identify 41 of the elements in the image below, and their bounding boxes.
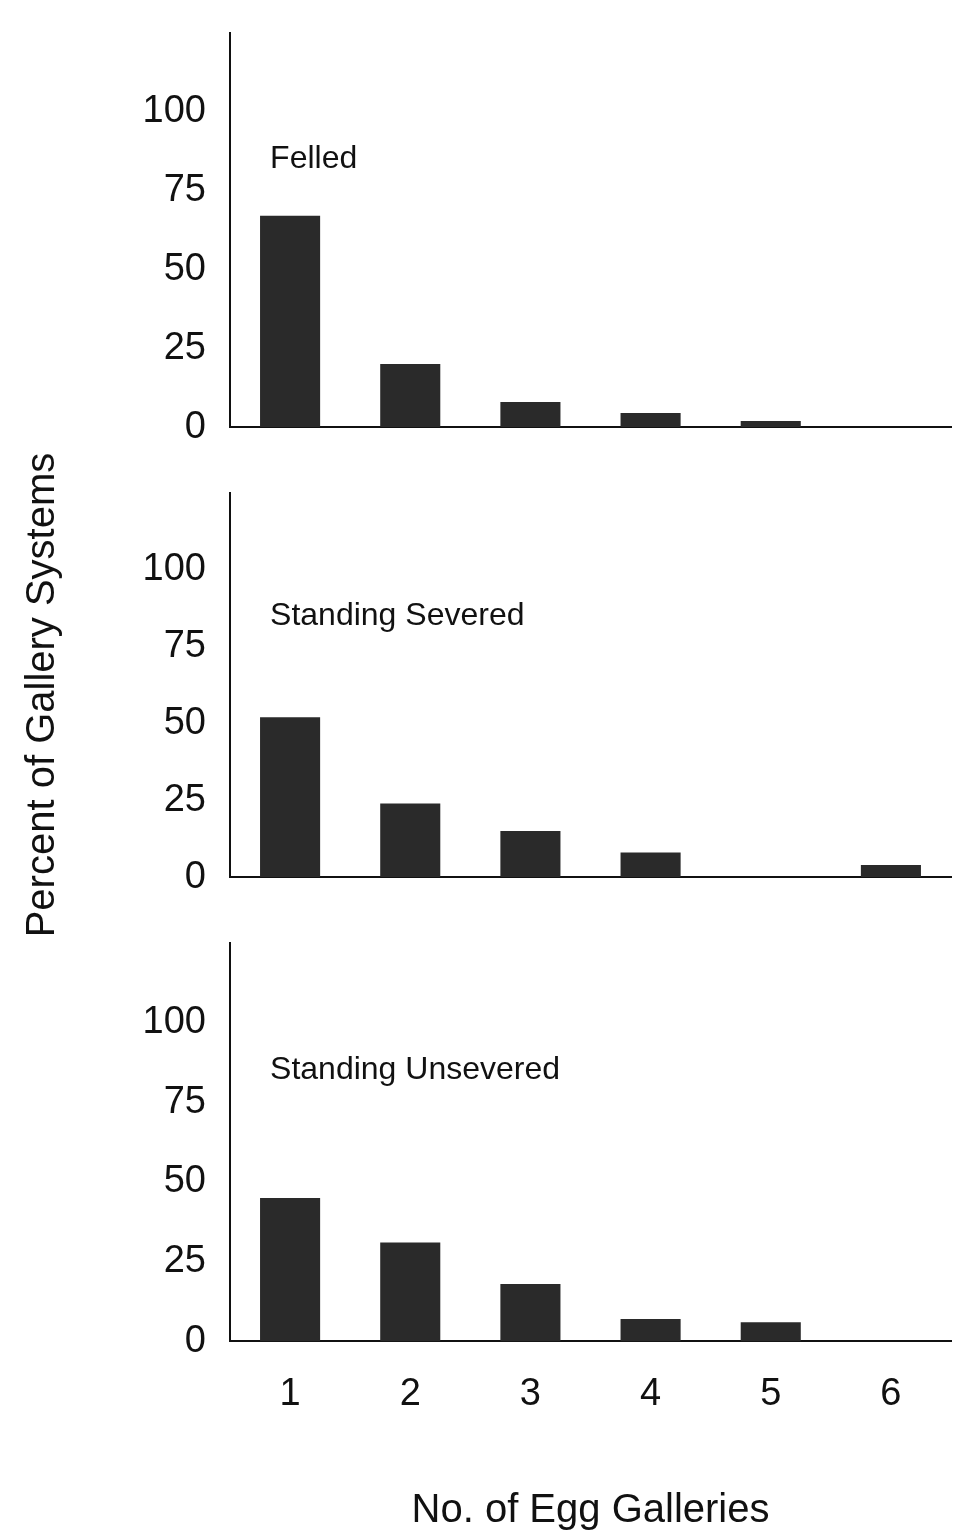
bar [620, 852, 681, 878]
x-tick-label: 1 [279, 1370, 301, 1413]
x-tick-label: 6 [880, 1370, 902, 1413]
bar [500, 401, 561, 428]
y-tick-label: 50 [163, 1158, 206, 1201]
text: Standing Unsevered [270, 1050, 561, 1087]
y-tick-label: 0 [184, 403, 206, 446]
bar [260, 1197, 321, 1342]
bar [740, 1322, 801, 1342]
y-tick-label: 25 [163, 776, 206, 819]
bar [500, 831, 561, 878]
x-tick-label: 3 [519, 1370, 541, 1413]
bar [380, 1242, 441, 1342]
text: Standing Severed [270, 595, 525, 632]
y-tick-label: 75 [163, 167, 206, 210]
y-tick-label: 100 [142, 88, 206, 131]
y-tick-label: 100 [142, 546, 206, 589]
x-tick-label: 5 [760, 1370, 782, 1413]
y-tick-label: 75 [163, 623, 206, 666]
y-tick-label: 25 [163, 1238, 206, 1281]
x-tick-label: 4 [640, 1370, 662, 1413]
bar [620, 1319, 681, 1342]
bar [500, 1284, 561, 1342]
bar [860, 864, 921, 878]
bar [620, 413, 681, 428]
x-tick-label: 2 [399, 1370, 421, 1413]
bar [740, 420, 801, 428]
y-tick-label: 0 [184, 1317, 206, 1360]
bar [380, 803, 441, 878]
y-tick-label: 50 [163, 699, 206, 742]
y-tick-label: 50 [163, 245, 206, 288]
y-axis-title: Percent of Gallery Systems [17, 452, 63, 938]
x-axis-title: No. of Egg Galleries [411, 1486, 770, 1531]
y-tick-label: 25 [163, 324, 206, 367]
bar [260, 717, 321, 878]
y-tick-label: 100 [142, 999, 206, 1041]
y-tick-label: 75 [163, 1078, 206, 1121]
bar [260, 215, 321, 428]
y-tick-label: 0 [184, 853, 206, 896]
bar [380, 364, 441, 428]
text: Felled [270, 138, 358, 175]
